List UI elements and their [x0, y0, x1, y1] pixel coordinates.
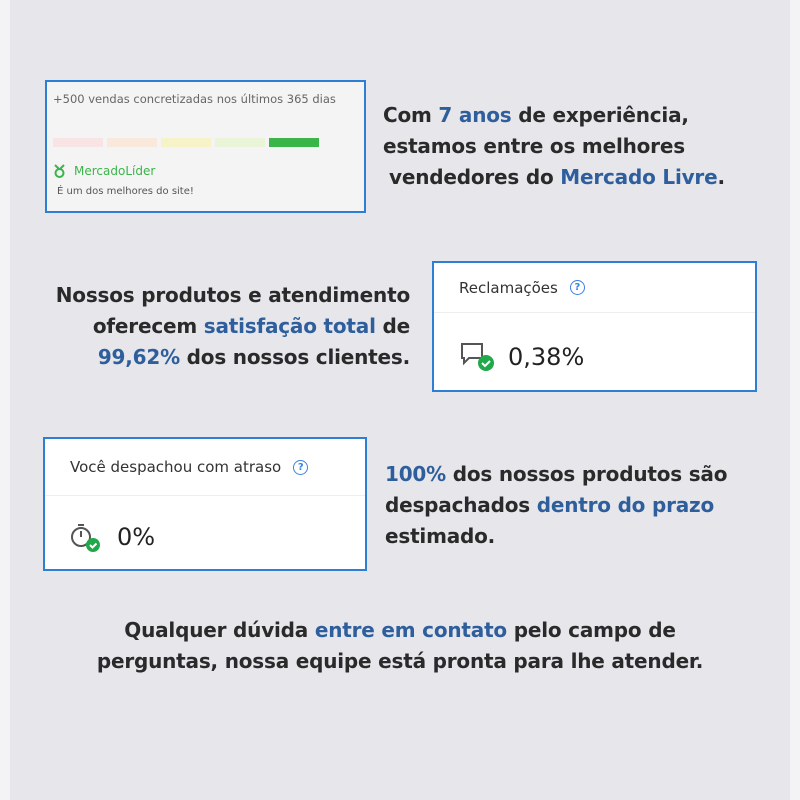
delay-title: Você despachou com atraso	[70, 458, 282, 476]
satisfaction-text: Nossos produtos e atendimento oferecem s…	[55, 283, 410, 369]
badge-subtitle: É um dos melhores do site!	[57, 186, 194, 197]
reputation-thermometer	[53, 138, 319, 147]
delay-header: Você despachou com atraso ?	[45, 439, 365, 496]
contact-text: Qualquer dúvida entre em contato pelo ca…	[96, 618, 704, 673]
delay-card: Você despachou com atraso ? 0%	[43, 437, 367, 571]
sales-count: +500 vendas concretizadas nos últimos 36…	[53, 92, 336, 106]
dispatch-text: 100% dos nossos produtos são despachados…	[385, 462, 728, 548]
complaints-card: Reclamações ? 0,38%	[432, 261, 757, 392]
reputation-bar-1	[53, 138, 103, 147]
medal-icon	[54, 164, 65, 178]
reputation-bar-2	[107, 138, 157, 147]
complaints-value-row: 0,38%	[460, 341, 584, 373]
complaints-header: Reclamações ?	[434, 263, 755, 313]
reputation-bar-5	[269, 138, 319, 147]
complaints-title: Reclamações	[459, 278, 558, 297]
reputation-bar-4	[215, 138, 265, 147]
seller-reputation-card: +500 vendas concretizadas nos últimos 36…	[45, 80, 366, 213]
reputation-bar-3	[161, 138, 211, 147]
complaints-value: 0,38%	[508, 343, 585, 371]
help-icon[interactable]: ?	[293, 459, 309, 475]
delay-value: 0%	[117, 523, 156, 551]
badge-label: MercadoLíder	[74, 164, 156, 178]
help-icon[interactable]: ?	[569, 280, 585, 295]
chat-check-icon	[461, 343, 494, 371]
mercadolider-badge: MercadoLíder	[53, 164, 155, 178]
experience-text: Com 7 anos de experiência, estamos entre…	[383, 103, 725, 189]
stopwatch-check-icon	[71, 524, 100, 552]
delay-value-row: 0%	[69, 521, 155, 553]
